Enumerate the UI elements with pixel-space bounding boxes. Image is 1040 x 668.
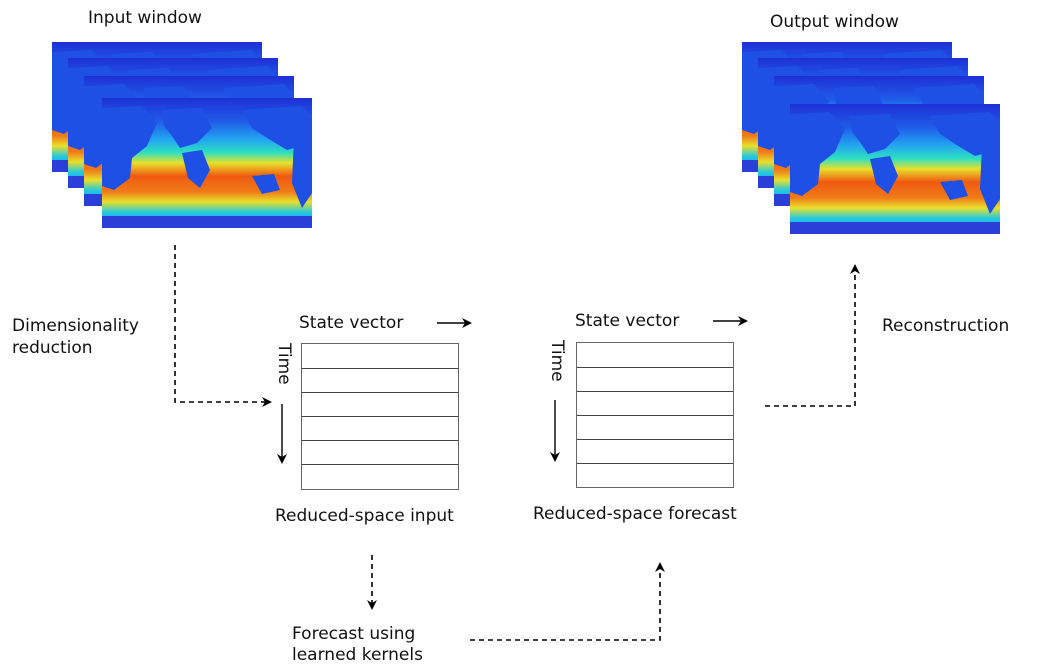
output-map-frame-4 — [790, 104, 1000, 234]
table-row — [302, 440, 458, 441]
table-row — [577, 415, 733, 416]
dimensionality-arrow — [174, 245, 272, 407]
input-map-frame-4 — [102, 98, 312, 228]
reconstruction-arrow — [765, 264, 860, 407]
dimensionality-label-line1: Dimensionality — [12, 316, 139, 336]
state-vector-label-right: State vector — [575, 311, 680, 331]
table-row — [577, 439, 733, 440]
table-row — [302, 464, 458, 465]
table-row — [577, 391, 733, 392]
table-row — [577, 367, 733, 368]
table-row — [302, 416, 458, 417]
forecast-to-output-arrow — [470, 562, 665, 641]
table-row — [577, 463, 733, 464]
state-vector-label-left: State vector — [299, 313, 404, 333]
time-label-left: Time — [274, 343, 294, 385]
reduced-forecast-table — [576, 342, 734, 488]
reduced-input-table — [301, 343, 459, 490]
dimensionality-label-line2: reduction — [12, 338, 93, 358]
output-window-stack — [742, 42, 1000, 234]
input-window-stack — [52, 42, 312, 228]
reconstruction-label: Reconstruction — [882, 316, 1010, 336]
forecast-step-label-line1: Forecast using — [292, 624, 416, 644]
table-row — [302, 368, 458, 369]
reduced-forecast-label: Reduced-space forecast — [533, 504, 737, 524]
reduced-input-label: Reduced-space input — [275, 506, 454, 526]
input-window-label: Input window — [88, 8, 202, 28]
table-row — [302, 392, 458, 393]
output-window-label: Output window — [770, 12, 899, 32]
forecast-step-label-line2: learned kernels — [292, 645, 423, 665]
time-label-right: Time — [547, 340, 567, 382]
